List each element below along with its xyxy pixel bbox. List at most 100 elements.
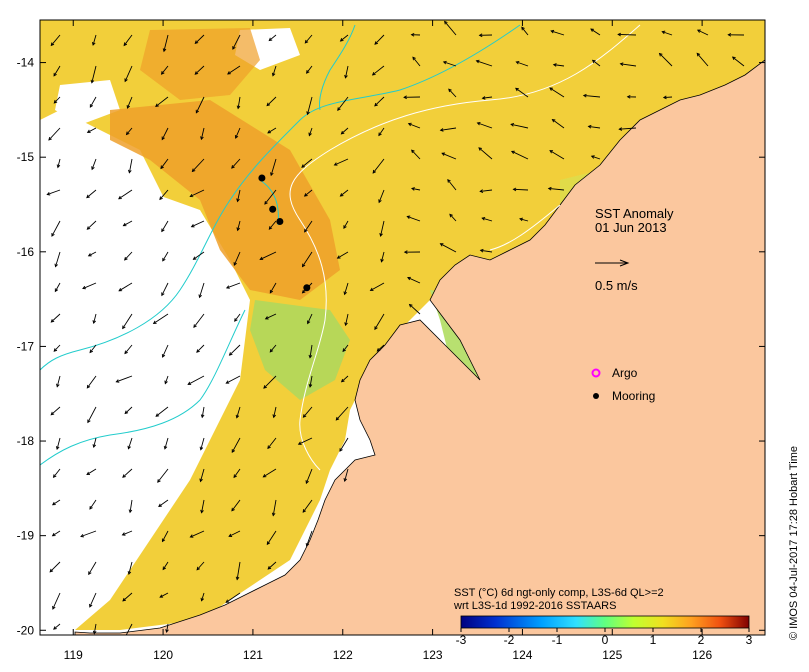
no-data-patch	[55, 80, 120, 125]
velocity-arrowhead	[225, 380, 230, 384]
velocity-vector	[411, 149, 421, 160]
velocity-vector	[125, 623, 133, 635]
velocity-arrowhead	[122, 474, 126, 478]
velocity-vector	[407, 277, 421, 284]
velocity-vector	[124, 251, 133, 261]
velocity-arrowhead	[161, 538, 166, 543]
velocity-vector	[304, 220, 313, 233]
warm-anomaly-north	[140, 28, 260, 100]
velocity-vector	[552, 119, 565, 129]
velocity-arrowhead	[50, 42, 55, 47]
velocity-vector	[195, 96, 205, 114]
velocity-arrowhead	[343, 225, 347, 229]
velocity-vector	[124, 65, 133, 82]
velocity-vector	[337, 251, 349, 259]
cool-anomaly-west	[250, 300, 350, 400]
land-mass	[74, 59, 765, 635]
velocity-arrowhead	[547, 186, 552, 191]
velocity-arrowhead	[378, 199, 382, 204]
velocity-vector	[482, 217, 493, 222]
x-tick-label: 123	[423, 648, 443, 662]
velocity-arrowhead	[191, 168, 196, 173]
velocity-vector	[237, 220, 241, 231]
velocity-arrowhead	[267, 566, 272, 570]
velocity-arrowhead	[121, 532, 126, 536]
velocity-vector	[200, 468, 205, 482]
velocity-vector	[306, 65, 313, 74]
velocity-vector	[306, 530, 313, 547]
velocity-vector	[56, 437, 61, 450]
velocity-vector	[448, 88, 457, 98]
velocity-vector	[264, 189, 277, 205]
velocity-vector	[122, 468, 133, 478]
argo-marker-icon	[591, 368, 601, 378]
velocity-vector	[93, 437, 97, 448]
velocity-vector	[477, 122, 493, 129]
velocity-vector	[516, 61, 529, 67]
velocity-arrowhead	[128, 169, 132, 174]
velocity-vector	[408, 123, 421, 129]
velocity-vector	[231, 437, 241, 453]
velocity-arrowhead	[233, 262, 237, 266]
velocity-arrowhead	[91, 41, 96, 46]
velocity-arrowhead	[442, 60, 447, 65]
velocity-arrowhead	[333, 162, 338, 166]
velocity-arrowhead	[235, 576, 240, 581]
velocity-vector	[372, 158, 385, 174]
velocity-arrowhead	[340, 130, 345, 135]
velocity-arrowhead	[91, 166, 95, 171]
velocity-arrowhead	[590, 28, 594, 32]
velocity-arrowhead	[478, 33, 483, 38]
velocity-arrowhead	[200, 414, 205, 419]
velocity-vector	[86, 189, 97, 198]
velocity-arrowhead	[53, 626, 57, 630]
velocity-arrowhead	[52, 474, 57, 478]
velocity-vector	[298, 437, 313, 445]
velocity-vector	[696, 53, 709, 67]
velocity-arrowhead	[124, 256, 128, 261]
velocity-arrowhead	[439, 128, 444, 132]
velocity-vector	[196, 344, 205, 353]
velocity-arrowhead	[344, 74, 348, 79]
velocity-vector	[199, 282, 205, 298]
velocity-arrowhead	[339, 193, 344, 197]
velocity-vector	[226, 282, 241, 289]
velocity-vector	[200, 127, 205, 140]
velocity-arrowhead	[264, 200, 268, 205]
velocity-arrowhead	[619, 62, 624, 66]
argo-legend-label: Argo	[612, 366, 638, 380]
velocity-arrowhead	[696, 52, 701, 57]
colorbar-tick-label: -2	[504, 633, 515, 647]
velocity-vector	[82, 282, 97, 289]
velocity-arrowhead	[194, 40, 199, 45]
velocity-vector	[444, 21, 457, 36]
velocity-vector	[161, 127, 169, 140]
velocity-arrowhead	[301, 289, 306, 294]
velocity-arrowhead	[441, 152, 446, 156]
velocity-vector	[588, 125, 601, 129]
velocity-vector	[590, 28, 601, 36]
velocity-vector	[201, 406, 205, 418]
velocity-vector	[345, 65, 349, 78]
velocity-arrowhead	[160, 71, 165, 75]
velocity-vector	[93, 623, 97, 634]
velocity-arrowhead	[90, 79, 95, 84]
velocity-vector	[476, 60, 493, 67]
velocity-vector	[129, 499, 133, 513]
velocity-vector	[521, 27, 529, 36]
velocity-vector	[480, 249, 493, 253]
velocity-arrowhead	[306, 320, 311, 325]
velocity-vector	[267, 127, 277, 134]
map-title-line1: SST Anomaly	[595, 206, 674, 221]
velocity-vector	[307, 313, 313, 324]
velocity-arrowhead	[86, 384, 91, 389]
velocity-arrowhead	[192, 256, 197, 260]
velocity-arrowhead	[270, 172, 274, 177]
velocity-arrowhead	[374, 41, 379, 45]
velocity-arrowhead	[406, 215, 411, 219]
velocity-arrowhead	[234, 135, 239, 139]
velocity-vector	[158, 499, 169, 507]
velocity-arrowhead	[335, 416, 340, 421]
velocity-vector	[548, 188, 565, 191]
velocity-vector	[302, 499, 313, 513]
